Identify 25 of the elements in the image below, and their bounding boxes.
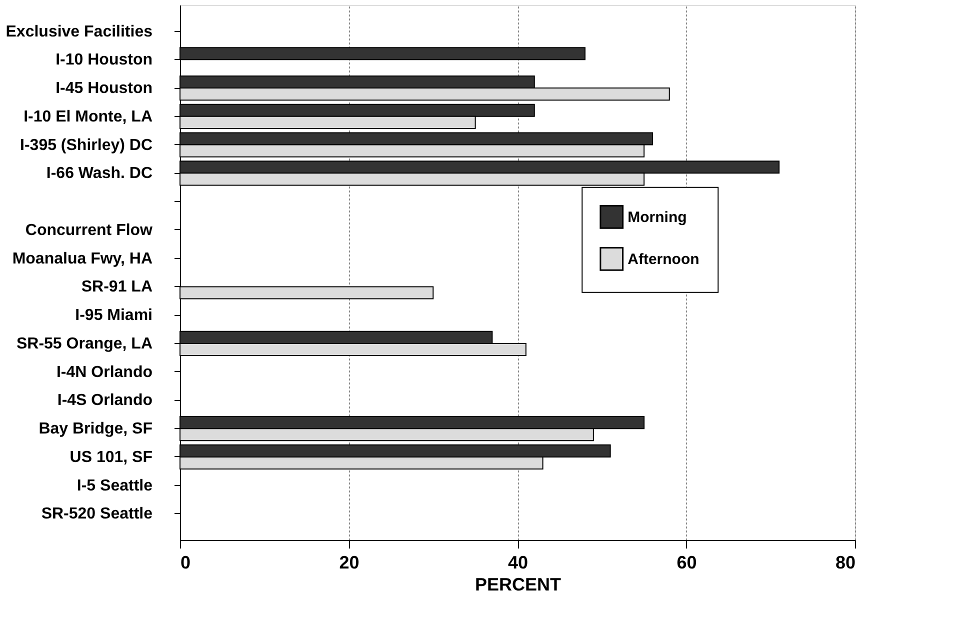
y-tick-label: Concurrent Flow (25, 222, 154, 239)
legend-label: Morning (628, 208, 687, 226)
y-tick-label: SR-91 LA (81, 278, 153, 296)
y-tick-label: I-95 Miami (75, 307, 152, 324)
x-tick-label: 80 (835, 552, 856, 572)
y-tick-label: Moanalua Fwy, HA (12, 250, 153, 268)
y-tick-label: I-10 Houston (56, 52, 152, 69)
x-tick-label: 40 (508, 552, 528, 572)
x-axis-title: PERCENT (474, 574, 562, 594)
y-tick-label: I-395 (Shirley) DC (20, 136, 153, 154)
x-tick-label: 0 (180, 552, 191, 572)
x-tick-label: 20 (339, 552, 360, 572)
y-tick-label: I-4N Orlando (56, 364, 153, 381)
y-tick-label: SR-55 Orange, LA (16, 335, 153, 352)
y-tick-label: SR-520 Seattle (41, 506, 153, 523)
y-tick-label: US 101, SF (70, 448, 153, 466)
y-tick-label: I-45 Houston (56, 80, 152, 98)
x-tick-label: 60 (676, 552, 697, 572)
y-tick-label: I-10 El Monte, LA (24, 108, 153, 126)
y-tick-label: Bay Bridge, SF (38, 420, 153, 438)
y-tick-label: I-5 Seattle (76, 477, 153, 494)
y-tick-label: I-4S Orlando (57, 392, 153, 410)
y-tick-label: Exclusive Facilities (6, 23, 153, 40)
y-tick-label: I-66 Wash. DC (46, 165, 153, 182)
legend-label: Afternoon (628, 250, 700, 268)
